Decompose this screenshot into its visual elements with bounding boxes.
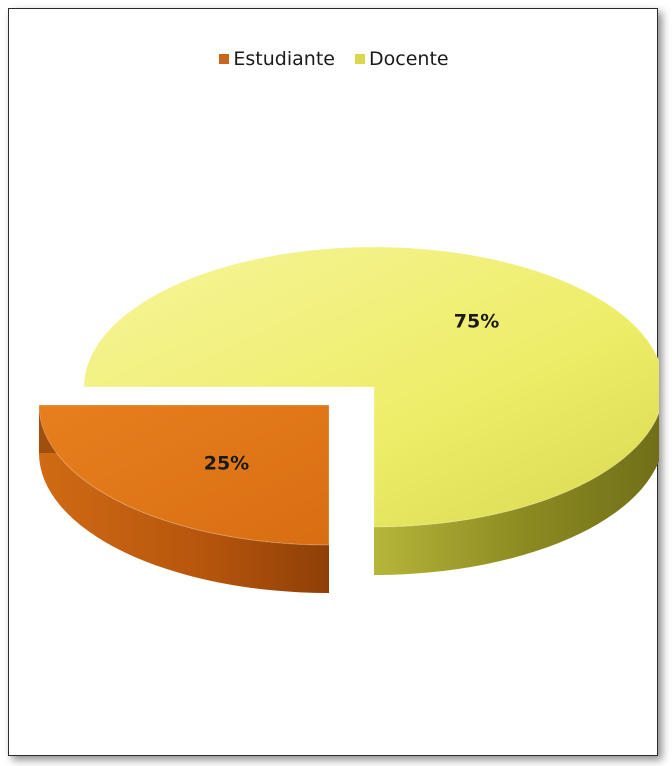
pie-chart: 75% 25% xyxy=(38,246,659,593)
legend-swatch-estudiante xyxy=(219,54,230,64)
legend-label-estudiante: Estudiante xyxy=(233,48,335,70)
legend-item-estudiante: Estudiante xyxy=(219,48,335,70)
pie-side-estudiante xyxy=(39,405,329,593)
data-label-docente: 75% xyxy=(454,311,499,333)
pie-slice-estudiante xyxy=(38,404,330,546)
chart-frame: Estudiante Docente xyxy=(8,8,659,756)
pie-side-docente xyxy=(374,412,659,575)
legend-label-docente: Docente xyxy=(369,48,449,70)
data-label-estudiante: 25% xyxy=(204,452,249,474)
pie-slices xyxy=(38,246,659,593)
legend-swatch-docente xyxy=(355,54,366,64)
legend-item-docente: Docente xyxy=(355,48,449,70)
pie-slice-docente xyxy=(83,246,659,528)
pie-labels: 75% 25% xyxy=(204,311,500,475)
chart-legend: Estudiante Docente xyxy=(9,47,659,70)
